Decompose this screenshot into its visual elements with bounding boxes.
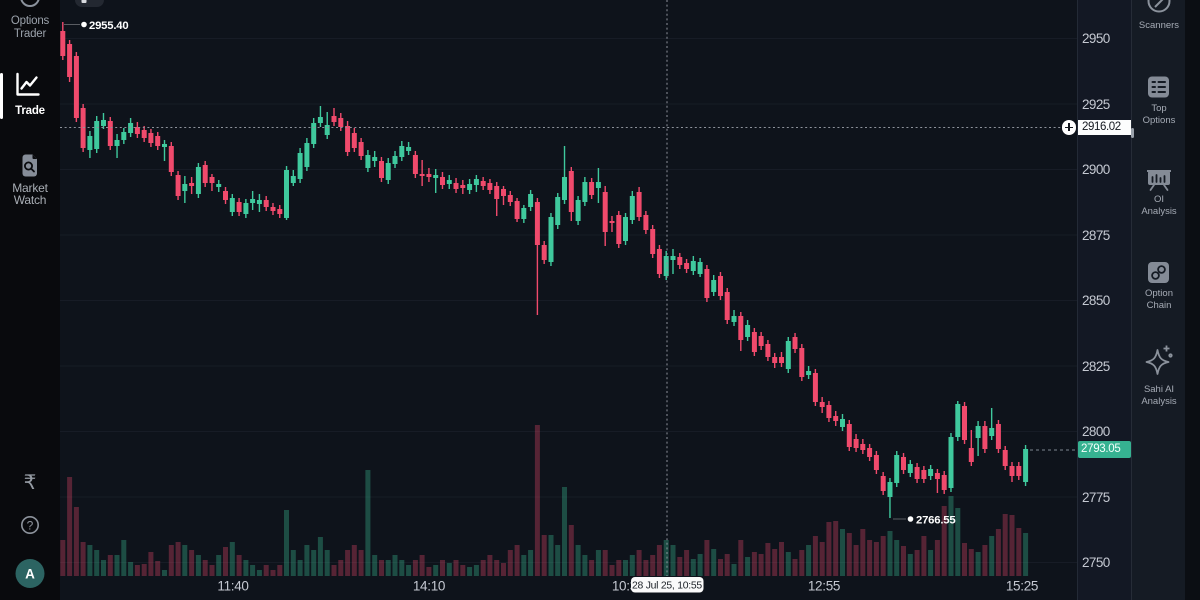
svg-text:?: ? (27, 519, 34, 533)
svg-text:A: A (25, 567, 35, 582)
svg-text:₹: ₹ (24, 472, 37, 494)
svg-text:2766.55: 2766.55 (916, 515, 955, 527)
svg-text:2955.40: 2955.40 (89, 20, 128, 32)
svg-text:28 Jul 25, 10:55: 28 Jul 25, 10:55 (632, 581, 702, 592)
svg-text:12:55: 12:55 (808, 579, 840, 594)
svg-text:14:10: 14:10 (413, 579, 445, 594)
svg-text:15:25: 15:25 (1006, 579, 1038, 594)
svg-text:11:40: 11:40 (217, 579, 248, 594)
